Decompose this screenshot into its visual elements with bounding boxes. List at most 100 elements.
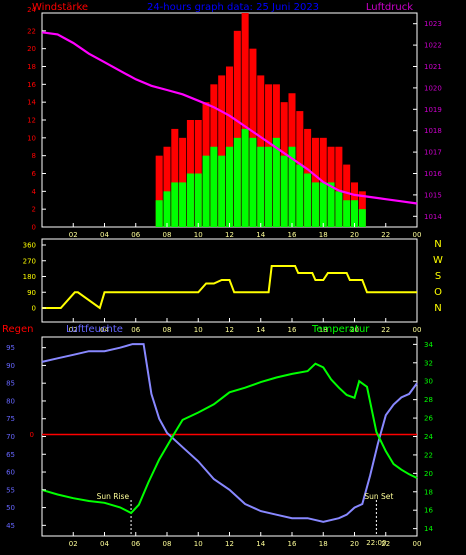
wind-average-bar [155, 200, 163, 227]
luftdruck-tick-label: 1019 [424, 106, 442, 114]
luftdruck-tick-label: 1023 [424, 20, 442, 28]
wind-average-bar [280, 155, 288, 227]
wind-average-bar [327, 182, 335, 227]
compass-label: N [434, 303, 441, 314]
temperatur-label: Temperatur [311, 324, 370, 335]
luftdruck-tick-label: 1017 [424, 149, 442, 157]
wind-average-bar [186, 173, 194, 227]
sunset-label: Sun Set [364, 492, 393, 501]
x-tick-label: 12 [225, 326, 234, 334]
wind-gust-bar [171, 128, 179, 227]
windstaerke-tick-label: 12 [27, 117, 36, 125]
x-tick-label: 18 [319, 231, 328, 239]
x-tick-label: 00 [413, 540, 422, 548]
windstaerke-tick-label: 10 [27, 134, 36, 142]
wind-gust-bar [335, 146, 343, 227]
wind-average-bar [225, 146, 234, 227]
humidity-tick-label: 85 [6, 380, 15, 388]
chart-title: 24-hours graph data: 25 Juni 2023 [147, 2, 319, 13]
windstaerke-tick-label: 20 [27, 45, 36, 53]
wind-direction-ticks: 0 90 180 270 360 [23, 242, 46, 313]
humidity-ticks: 45 50 55 60 65 70 75 80 85 90 95 [6, 344, 46, 530]
x-tick-label: 00 [413, 326, 422, 334]
wind-average-bar [350, 200, 359, 227]
x-tick-label: 14 [256, 540, 265, 548]
wind-average-bars [155, 128, 366, 227]
x-tick-label: 16 [288, 540, 297, 548]
wind-average-bar [311, 182, 319, 227]
compass-label: S [435, 271, 441, 282]
wind-average-bar [319, 182, 327, 227]
x-tick-label: 20 [350, 231, 359, 239]
windstaerke-tick-top: 24 [27, 6, 36, 14]
direction-tick-label: 90 [27, 289, 36, 297]
x-tick-label: 22 [381, 326, 390, 334]
wind-average-bar [265, 146, 273, 227]
windstaerke-label: Windstärke [32, 2, 88, 13]
luftdruck-tick-label: 1018 [424, 127, 442, 135]
wind-gust-bar [311, 137, 319, 227]
windstaerke-tick-label: 14 [27, 99, 36, 107]
wind-gust-bar [163, 146, 171, 227]
humidity-tick-label: 80 [6, 397, 15, 405]
x-tick-label: 04 [100, 326, 109, 334]
wind-average-bar [179, 182, 187, 227]
humidity-tick-label: 65 [6, 451, 15, 459]
x-tick-label: 14 [256, 231, 265, 239]
wind-gust-bar [241, 13, 249, 227]
x-tick-label: 16 [288, 231, 297, 239]
humidity-temperature-panel: Regen Luftfeuchte Temperatur 0 Sun Rise … [2, 324, 433, 548]
luftdruck-tick-label: 1020 [424, 84, 442, 92]
direction-x-ticks: 02 04 06 08 10 12 14 16 18 20 22 00 [69, 318, 422, 334]
windstaerke-tick-label: 18 [27, 63, 36, 71]
humidity-tick-label: 90 [6, 362, 15, 370]
temperature-tick-label: 22 [424, 451, 433, 459]
temperature-tick-label: 28 [424, 396, 433, 404]
wind-gust-bar [155, 155, 163, 227]
pressure-line [41, 31, 418, 205]
x-tick-label: 02 [69, 540, 78, 548]
wind-gust-bar [218, 75, 226, 228]
wind-average-bar [272, 137, 280, 227]
temperature-ticks: 14 16 18 20 22 24 26 28 30 32 34 [413, 341, 433, 533]
wind-average-bar [296, 164, 304, 227]
humidity-tick-label: 95 [6, 344, 15, 352]
wind-gust-bar [343, 164, 351, 227]
x-tick-label: 16 [288, 326, 297, 334]
x-tick-label: 14 [256, 326, 265, 334]
humidity-tick-label: 75 [6, 415, 15, 423]
wind-direction-line [42, 265, 417, 310]
x-tick-label: 08 [163, 326, 172, 334]
temperature-tick-label: 18 [424, 488, 433, 496]
temperature-tick-label: 26 [424, 415, 433, 423]
wind-average-bar [358, 209, 366, 227]
x-tick-label: 12 [225, 540, 234, 548]
luftdruck-ticks: 1014 1015 1016 1017 1018 1019 1020 1021 1022 1023 [413, 20, 442, 221]
luftdruck-tick-label: 1014 [424, 213, 442, 221]
temperature-tick-label: 24 [424, 433, 433, 441]
humidity-tick-label: 50 [6, 504, 15, 512]
x-tick-label: 06 [131, 231, 140, 239]
direction-tick-label: 270 [23, 257, 36, 265]
sunrise-label: Sun Rise [97, 492, 130, 501]
x-tick-label: 10 [194, 231, 203, 239]
windstaerke-ticks: 0 2 4 6 8 10 12 14 16 18 20 22 [27, 27, 46, 232]
windstaerke-tick-label: 2 [32, 206, 36, 214]
regen-label: Regen [2, 324, 34, 335]
x-tick-label: 04 [100, 540, 109, 548]
wind-pressure-panel: Windstärke 24-hours graph data: 25 Juni … [27, 2, 442, 239]
humidity-x-ticks: 02 04 06 08 10 12 14 16 18 20 22 00 [69, 532, 422, 548]
wind-average-bar [218, 155, 226, 227]
direction-tick-label: 180 [23, 273, 36, 281]
wind-average-bar [210, 146, 218, 227]
x-tick-label: 18 [319, 540, 328, 548]
wind-average-bar [163, 191, 171, 227]
direction-tick-label: 360 [23, 242, 36, 250]
temperature-tick-label: 16 [424, 507, 433, 515]
wind-gust-bar [233, 30, 241, 228]
compass-label: O [434, 287, 442, 298]
wind-average-bar [241, 128, 249, 227]
x-tick-label: 02 [69, 326, 78, 334]
wind-gust-bar [179, 137, 187, 227]
